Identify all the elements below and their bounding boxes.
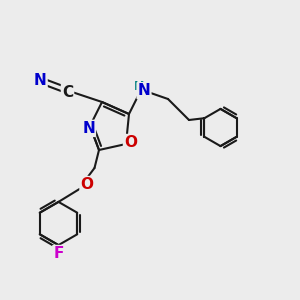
Text: O: O bbox=[80, 177, 94, 192]
Text: N: N bbox=[34, 73, 46, 88]
Text: O: O bbox=[124, 135, 137, 150]
Text: N: N bbox=[138, 83, 150, 98]
Text: H: H bbox=[134, 80, 145, 93]
Text: C: C bbox=[62, 85, 73, 100]
Text: F: F bbox=[53, 246, 64, 261]
Text: N: N bbox=[82, 121, 95, 136]
